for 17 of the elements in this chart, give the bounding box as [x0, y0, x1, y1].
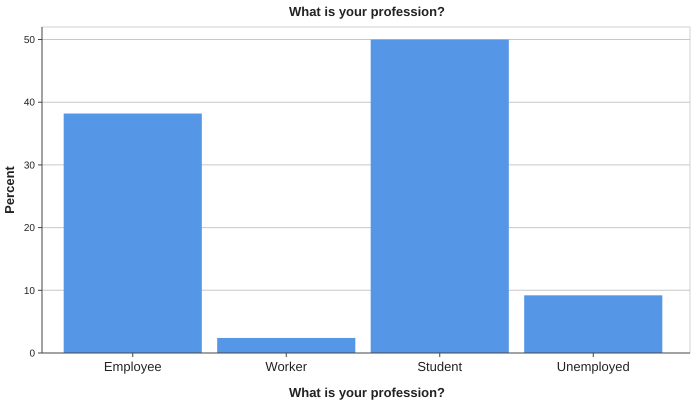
y-tick-label: 10: [24, 286, 36, 297]
bar: [217, 338, 356, 353]
chart-title: What is your profession?: [288, 4, 446, 19]
x-tick-label: Employee: [104, 359, 162, 374]
x-tick-label: Unemployed: [556, 359, 630, 374]
y-tick-label: 20: [24, 223, 36, 234]
y-axis-title: Percent: [2, 165, 17, 214]
y-tick-label: 50: [24, 35, 36, 46]
bar: [370, 40, 509, 353]
x-axis-title: What is your profession?: [288, 385, 446, 400]
bar: [64, 114, 202, 353]
x-tick-label: Student: [417, 359, 463, 374]
y-tick-label: 0: [29, 348, 36, 360]
y-tick-label: 40: [24, 98, 36, 109]
x-tick-label: Worker: [265, 359, 308, 374]
y-tick-label: 30: [24, 160, 36, 172]
bar: [524, 295, 662, 353]
